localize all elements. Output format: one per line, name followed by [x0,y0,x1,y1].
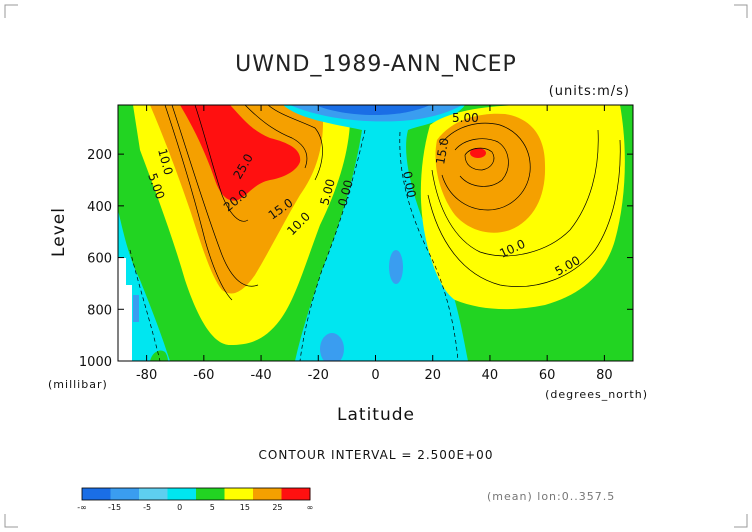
contour-label: 5.00 [452,111,479,125]
zero-contours [129,129,459,361]
x-axis: -80 -60 -40 -20 0 20 40 60 80 [136,105,613,383]
colorbar-label: 25 [272,503,282,512]
band-polar-green [150,350,168,361]
x-tick-label: 40 [482,368,499,383]
pocket-blue-1 [389,250,403,284]
colorbar-swatch [224,488,254,500]
contour-label: 5.00 [317,177,337,206]
y-tick-label: 400 [87,200,112,215]
colorbar-label: ∞ [307,503,314,512]
y-tick-label: 600 [87,252,112,267]
x-tick-label: 60 [539,368,556,383]
band-sh-red [180,105,301,201]
colorbar-label: 15 [240,503,250,512]
contour-interval: CONTOUR INTERVAL = 2.500E+00 [259,448,494,462]
colorbar-swatch [139,488,168,500]
band-easterly-cyan [283,105,468,361]
terrain-mask-2 [126,285,132,361]
colorbar-swatch [281,488,311,500]
y-tick-label: 200 [87,148,112,163]
units-label: (units:m/s) [549,84,630,99]
y-tick-label: 1000 [79,355,112,370]
colorbar-label: -15 [108,503,121,512]
colorbar-frame [81,487,311,501]
x-tick-label: 80 [596,368,613,383]
x-tick-label: -20 [308,368,329,383]
contour-label: 10.0 [155,147,175,176]
chart-title: UWND_1989-ANN_NCEP [235,52,517,77]
contour-label: 0.00 [335,178,355,207]
pocket-blue-3 [133,295,139,322]
y-unit-label: (millibar) [48,378,108,391]
colorbar-label: 5 [210,503,215,512]
y-axis: 200 400 600 800 1000 [79,148,633,370]
x-tick-label: 20 [424,368,441,383]
colorbar-swatch [110,488,140,500]
x-tick-label: -60 [193,368,214,383]
pocket-blue-2 [320,333,344,361]
colorbar: -∞ -15 -5 0 5 15 25 ∞ [77,487,314,512]
colorbar-swatch [167,488,197,500]
band-nh-red [470,148,486,158]
contour-lines [164,105,621,301]
contour-label: 15.0 [433,137,451,166]
contour-label: 0.00 [400,170,418,199]
colorbar-swatch [253,488,282,500]
x-tick-label: 0 [371,368,379,383]
colorbar-label: -∞ [77,503,87,512]
colorbar-swatch [196,488,225,500]
colorbar-label: 0 [177,503,182,512]
contour-fill [118,105,633,361]
x-axis-label: Latitude [337,405,415,425]
colorbar-swatch [82,488,111,500]
band-easterly-darkblue [315,105,430,115]
y-tick-label: 800 [87,303,112,318]
x-unit-label: (degrees_north) [545,388,648,401]
x-tick-label: -80 [136,368,157,383]
crop-marks [4,4,748,528]
x-tick-label: -40 [250,368,271,383]
y-axis-label: Level [49,207,69,257]
mean-label: (mean) lon:0..357.5 [487,490,615,503]
colorbar-label: -5 [143,503,151,512]
